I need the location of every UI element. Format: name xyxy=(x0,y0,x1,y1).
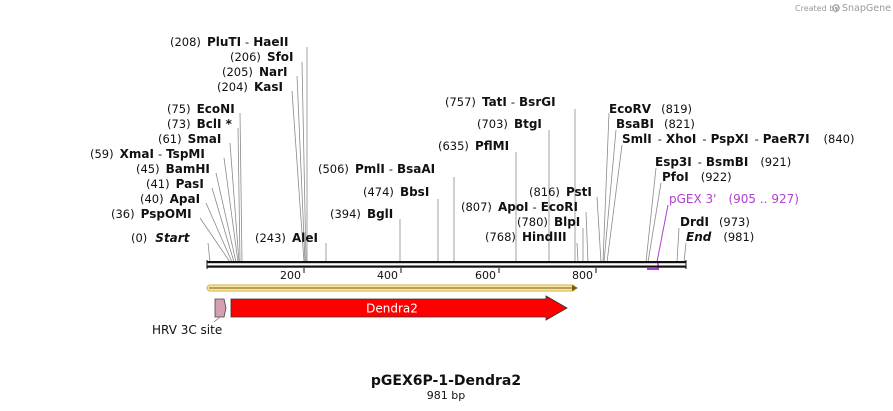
site-btgi[interactable]: (703) BtgI xyxy=(477,117,542,131)
site-smli-xhoi-pspxi-paer7i[interactable]: SmlI - XhoI - PspXI - PaeR7I (840) xyxy=(622,132,854,146)
orf-bar[interactable] xyxy=(206,284,578,292)
site-bcli[interactable]: (73) BclI * xyxy=(167,117,233,131)
site-pflmi[interactable]: (635) PflMI xyxy=(438,139,509,153)
brand-text: SnapGene xyxy=(842,3,891,14)
site-smai[interactable]: (61) SmaI xyxy=(158,132,221,146)
site-ecorv[interactable]: EcoRV (819) xyxy=(609,102,692,116)
ruler: 200 400 600 800 xyxy=(280,268,597,282)
dendra2-label: Dendra2 xyxy=(366,302,418,316)
site-pfoi[interactable]: PfoI (922) xyxy=(662,170,732,184)
hrv-label: HRV 3C site xyxy=(152,323,222,337)
credit-text: Created by xyxy=(795,4,839,13)
site-bamhi[interactable]: (45) BamHI xyxy=(136,162,210,176)
site-end[interactable]: End (981) xyxy=(686,230,754,244)
primer-label: pGEX 3' (905 .. 927) xyxy=(669,192,799,206)
site-econi[interactable]: (75) EcoNI xyxy=(167,102,235,116)
site-xmai-tspmi[interactable]: (59) XmaI - TspMI xyxy=(90,147,205,161)
site-sfoi[interactable]: (206) SfoI xyxy=(230,50,294,64)
site-pluti-haeii[interactable]: (208) PluTI - HaeII xyxy=(170,35,288,49)
tick-800: 800 xyxy=(572,269,593,282)
site-bsabi[interactable]: BsaBI (821) xyxy=(616,117,695,131)
snapgene-credit: Created by SnapGene xyxy=(795,3,891,14)
site-labels: (208) PluTI - HaeII (206) SfoI (205) NarI (20… xyxy=(90,35,854,245)
site-alei[interactable]: (243) AleI xyxy=(255,231,318,245)
site-pasi[interactable]: (41) PasI xyxy=(146,177,204,191)
site-esp3i-bsmbi[interactable]: Esp3I - BsmBI (921) xyxy=(655,155,791,169)
site-tati-bsrgi[interactable]: (757) TatI - BsrGI xyxy=(445,95,556,109)
site-start[interactable]: (0) Start xyxy=(131,231,191,245)
site-drdi[interactable]: DrdI (973) xyxy=(680,215,750,229)
hrv-3c-site[interactable]: HRV 3C site xyxy=(152,298,227,337)
site-pspomi[interactable]: (36) PspOMI xyxy=(111,207,192,221)
dendra2-feature[interactable]: Dendra2 xyxy=(230,295,568,321)
map-subtitle: 981 bp xyxy=(427,389,465,402)
site-apai[interactable]: (40) ApaI xyxy=(140,192,200,206)
site-bbsi[interactable]: (474) BbsI xyxy=(363,185,429,199)
site-kasi[interactable]: (204) KasI xyxy=(217,80,283,94)
site-apoi-ecori[interactable]: (807) ApoI - EcoRI xyxy=(461,200,578,214)
tick-600: 600 xyxy=(475,269,496,282)
site-blpi[interactable]: (780) BlpI xyxy=(517,215,580,229)
tick-400: 400 xyxy=(377,269,398,282)
site-nari[interactable]: (205) NarI xyxy=(222,65,287,79)
primer-pgex3[interactable]: pGEX 3' (905 .. 927) xyxy=(647,192,799,270)
site-bgli[interactable]: (394) BglI xyxy=(330,207,393,221)
tick-200: 200 xyxy=(280,269,301,282)
leader-lines xyxy=(199,47,687,263)
map-title: pGEX6P-1-Dendra2 xyxy=(371,373,521,389)
dna-backbone xyxy=(206,260,687,269)
site-psti[interactable]: (816) PstI xyxy=(529,185,592,199)
snapgene-logo-icon xyxy=(832,4,840,12)
site-hindiii[interactable]: (768) HindIII xyxy=(485,230,567,244)
site-pmli-bsaai[interactable]: (506) PmlI - BsaAI xyxy=(318,162,435,176)
